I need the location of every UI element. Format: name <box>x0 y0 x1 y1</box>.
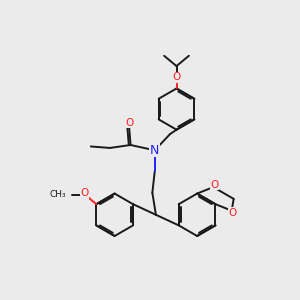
Text: O: O <box>126 118 134 128</box>
Text: O: O <box>80 188 89 198</box>
Text: CH₃: CH₃ <box>50 190 67 199</box>
Text: N: N <box>150 144 159 157</box>
Text: O: O <box>172 72 181 82</box>
Text: O: O <box>210 180 219 190</box>
Text: O: O <box>229 208 237 218</box>
